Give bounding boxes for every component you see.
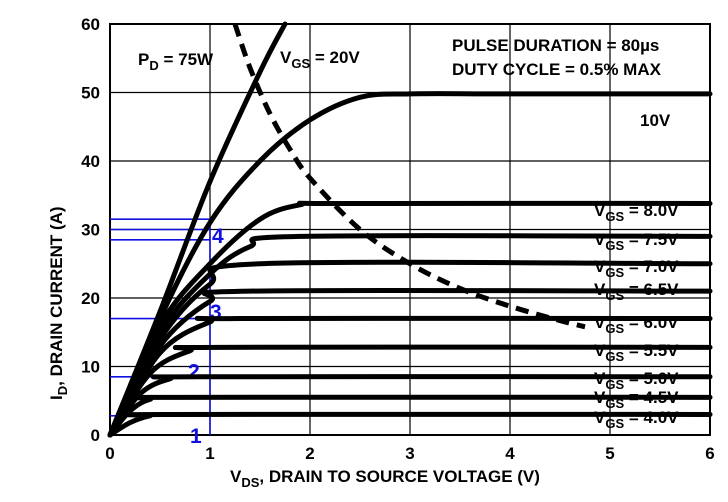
series-curve	[107, 200, 713, 438]
power-limit-label: PD = 75W	[138, 50, 214, 73]
series-curve	[107, 233, 713, 438]
series-curve	[107, 91, 713, 438]
y-tick-label: 50	[81, 84, 100, 103]
operating-point-label: 4	[212, 225, 224, 248]
series-label: VGS = 20V	[280, 48, 360, 71]
series-curve	[107, 374, 713, 438]
y-tick-label: 20	[81, 289, 100, 308]
curves	[107, 21, 713, 438]
series-label: VGS = 6.5V	[594, 280, 679, 303]
series-label: 10V	[640, 111, 671, 130]
x-tick-label: 0	[105, 444, 114, 463]
x-tick-label: 5	[605, 444, 614, 463]
x-tick-label: 1	[205, 444, 214, 463]
operating-point-label: 3	[210, 301, 222, 324]
x-tick-label: 6	[705, 444, 714, 463]
series-label: VGS = 5.0V	[594, 369, 679, 392]
x-tick-label: 3	[405, 444, 414, 463]
series-label: VGS = 6.0V	[594, 313, 679, 336]
series-labels: VGS = 20V 10V VGS = 8.0V VGS = 7.5V VGS = 7.…	[280, 48, 679, 431]
duty-note: DUTY CYCLE = 0.5% MAX	[452, 60, 662, 79]
x-tick-label: 4	[505, 444, 515, 463]
y-axis-label: ID, DRAIN CURRENT (A)	[47, 206, 70, 400]
series-label: VGS = 4.5V	[594, 388, 679, 411]
power-limit-curve	[232, 23, 586, 330]
series-label: VGS = 5.5V	[594, 341, 679, 364]
series-label: VGS = 4.0V	[594, 408, 679, 431]
operating-point-label: 1	[190, 425, 202, 448]
series-curve	[107, 287, 713, 438]
y-tick-label: 40	[81, 152, 100, 171]
series-curve	[107, 344, 713, 438]
x-tick-label: 2	[305, 444, 314, 463]
series-label: VGS = 7.5V	[594, 230, 679, 253]
series-curve	[107, 394, 713, 438]
y-tick-label: 10	[81, 358, 100, 377]
series-label: VGS = 8.0V	[594, 201, 679, 224]
series-curve	[107, 411, 713, 438]
y-tick-label: 30	[81, 221, 100, 240]
x-axis-label: VDS, DRAIN TO SOURCE VOLTAGE (V)	[230, 467, 540, 490]
y-tick-label: 0	[91, 426, 100, 445]
y-tick-label: 60	[81, 15, 100, 34]
series-curve	[107, 315, 713, 438]
operating-point-label: 2	[188, 361, 200, 384]
series-curve	[107, 259, 713, 438]
pulse-note: PULSE DURATION = 80µs	[452, 36, 659, 55]
series-label: VGS = 7.0V	[594, 257, 679, 280]
